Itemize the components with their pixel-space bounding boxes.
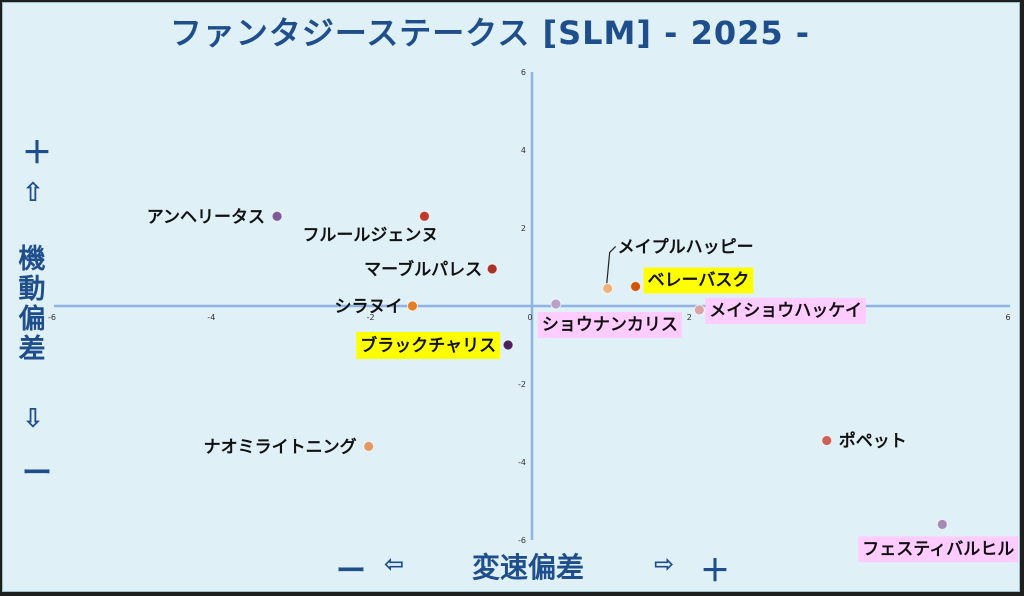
- x-tick-label: 2: [687, 313, 692, 322]
- label-highlight: [858, 536, 1019, 563]
- label-highlight: [643, 267, 754, 294]
- data-point: [486, 263, 498, 275]
- x-tick-label: -2: [367, 313, 375, 322]
- up-arrow-icon: ⇧: [22, 178, 44, 208]
- y-minus-sign: ー: [22, 456, 52, 491]
- point-label: メイプルハッピー: [618, 236, 754, 257]
- point-label: シラヌイ: [335, 297, 403, 317]
- data-point: [936, 518, 948, 530]
- y-tick-label: 6: [521, 68, 526, 77]
- label-highlight: [537, 312, 682, 339]
- y-tick-label: -6: [518, 536, 526, 545]
- data-point: [630, 281, 642, 292]
- data-point: [821, 435, 833, 447]
- y-tick-label: -2: [518, 380, 526, 389]
- data-point: [693, 304, 705, 316]
- x-plus-sign: ＋: [700, 554, 730, 589]
- point-label: ショウナンカリス: [542, 315, 678, 335]
- y-tick-label: 4: [521, 146, 526, 155]
- data-point: [502, 339, 514, 351]
- down-arrow-icon: ⇩: [22, 404, 44, 434]
- point-label: メイショウハッケイ: [709, 301, 862, 321]
- point-label: ベレーバスク: [648, 271, 750, 291]
- point-label: ナオミライトニング: [204, 436, 357, 457]
- point-label: フェスティバルヒル: [862, 539, 1014, 559]
- x-tick-label: -4: [207, 313, 215, 322]
- y-tick-label: -4: [518, 458, 526, 467]
- leader-line: [606, 246, 617, 285]
- x-axis-label: 変速偏差: [472, 551, 585, 584]
- x-minus-sign: ー: [336, 554, 366, 589]
- left-arrow-icon: ⇦: [384, 550, 405, 578]
- chart-title: ファンタジーステークス [SLM] - 2025 -: [169, 14, 811, 52]
- point-label: ポペット: [839, 431, 907, 452]
- data-point: [418, 210, 430, 222]
- data-point: [602, 282, 614, 294]
- data-point: [271, 210, 283, 222]
- x-tick-label: -6: [48, 313, 56, 322]
- x-tick-label: 6: [1005, 313, 1010, 322]
- point-label: マーブルパレス: [364, 259, 482, 280]
- right-arrow-icon: ⇨: [654, 550, 675, 578]
- x-tick-label: 0: [527, 313, 532, 322]
- data-point: [363, 440, 375, 452]
- point-label: アンヘリータス: [147, 207, 265, 227]
- y-tick-label: 2: [521, 224, 526, 233]
- point-label: ブラックチャリス: [360, 335, 496, 356]
- label-highlight: [356, 332, 501, 359]
- data-point: [407, 300, 418, 312]
- data-point: [550, 298, 562, 310]
- y-plus-sign: ＋: [22, 136, 52, 171]
- label-highlight: [705, 297, 866, 324]
- y-axis-label: 機動偏差: [18, 244, 46, 365]
- point-label: フルールジェンヌ: [302, 225, 438, 245]
